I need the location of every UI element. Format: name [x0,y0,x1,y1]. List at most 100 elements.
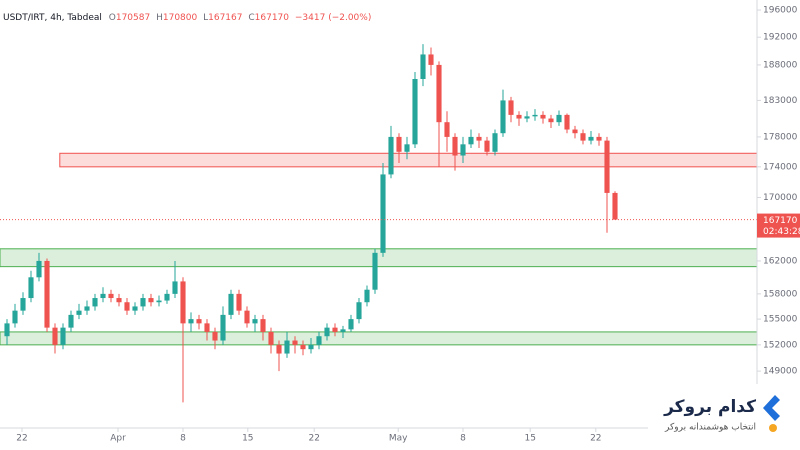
ohlc-value: 170587 [116,13,150,23]
x-tick-label: 15 [242,434,253,444]
candle-body [180,281,186,324]
y-tick-label: 178000 [763,132,798,142]
candle-body [484,140,490,152]
candle-body [460,144,466,156]
x-tick-label: 8 [180,434,186,444]
candle-body [540,114,546,119]
y-tick-label: 170000 [763,193,798,203]
last-price-label: 167170 [763,216,798,226]
last-price-box [757,213,800,238]
candle-body [516,114,522,119]
candle-body [332,327,338,332]
ohlc-label: H [156,13,163,23]
logo-title: کدام بروکر [663,397,756,417]
candle-body [44,260,50,328]
candle-body [84,306,90,311]
candle-body [564,114,570,130]
y-tick-label: 188000 [763,60,798,70]
legend: USDT/IRT, 4h, Tabdeal O170587 H170800 L1… [3,13,371,23]
candle-body [188,319,194,324]
x-tick-label: 22 [16,434,27,444]
candle-body [172,281,178,294]
candle-body [524,116,530,119]
candle-body [420,54,426,80]
candle-body [100,293,106,299]
candle-body [316,336,322,345]
candle-body [12,310,18,324]
candle-body [532,114,538,117]
candle-body [148,298,154,303]
candle-body [580,133,586,141]
y-tick-label: 155000 [763,315,798,325]
candle-body [372,252,378,290]
candle-body [108,293,114,299]
logo-subtitle: انتخاب هوشمندانه بروکر [664,423,756,433]
candle-body [612,192,618,220]
candle-body [156,300,162,303]
y-tick-label: 174000 [763,162,798,172]
candle-body [4,323,10,337]
y-tick-label: 192000 [763,33,798,43]
change: −3417 (−2.00%) [295,13,371,23]
ohlc-label: C [248,13,254,23]
logo: کدام بروکر انتخاب هوشمندانه بروکر [648,384,800,440]
candle-body [52,327,58,345]
candle-body [116,298,122,303]
y-tick-label: 152000 [763,340,798,350]
candle-body [236,293,242,311]
candle-body [436,64,442,123]
candle-body [364,289,370,303]
candle-body [572,129,578,134]
candle-body [60,327,66,345]
zone [59,152,758,168]
ohlc-value: 167167 [208,13,242,23]
y-tick-label: 149000 [763,367,798,377]
y-tick-label: 183000 [763,96,798,106]
candle-body [340,329,346,332]
candle-body [268,331,274,345]
candle-body [28,277,34,299]
candle-body [124,302,130,311]
candle-body [556,114,562,123]
candle-body [508,100,514,115]
zone [0,248,758,268]
candle-body [196,319,202,324]
candle-body [244,310,250,324]
candle-body [428,54,434,65]
ohlc-label: L [203,13,208,23]
x-tick-label: 22 [590,434,601,444]
candle-body [252,319,258,324]
zone [0,331,758,346]
symbol: USDT/IRT, 4h, Tabdeal [3,13,102,23]
candle-body [284,340,290,354]
candle-body [220,314,226,341]
candle-body [452,136,458,156]
candle-body [356,302,362,320]
candle-body [548,118,554,123]
logo-dot [769,424,777,432]
candle-body [492,133,498,152]
candle-body [604,140,610,193]
candle-body [388,136,394,175]
logo-box [648,384,800,440]
ohlc-value: 167170 [255,13,290,23]
candle-body [132,306,138,311]
ohlc-value: 170800 [163,13,198,23]
candle-body [444,122,450,137]
candle-body [412,79,418,145]
x-tick-label: 8 [460,434,466,444]
candle-body [76,310,82,315]
candle-body [212,331,218,341]
candle-body [92,298,98,307]
y-tick-label: 158000 [763,289,798,299]
candle-body [300,344,306,350]
candle-body [348,319,354,330]
candle-body [140,298,146,307]
candle-body [292,340,298,345]
y-tick-label: 162000 [763,256,798,266]
candle-body [36,260,42,278]
candle-body [20,298,26,311]
candle-body [588,136,594,141]
